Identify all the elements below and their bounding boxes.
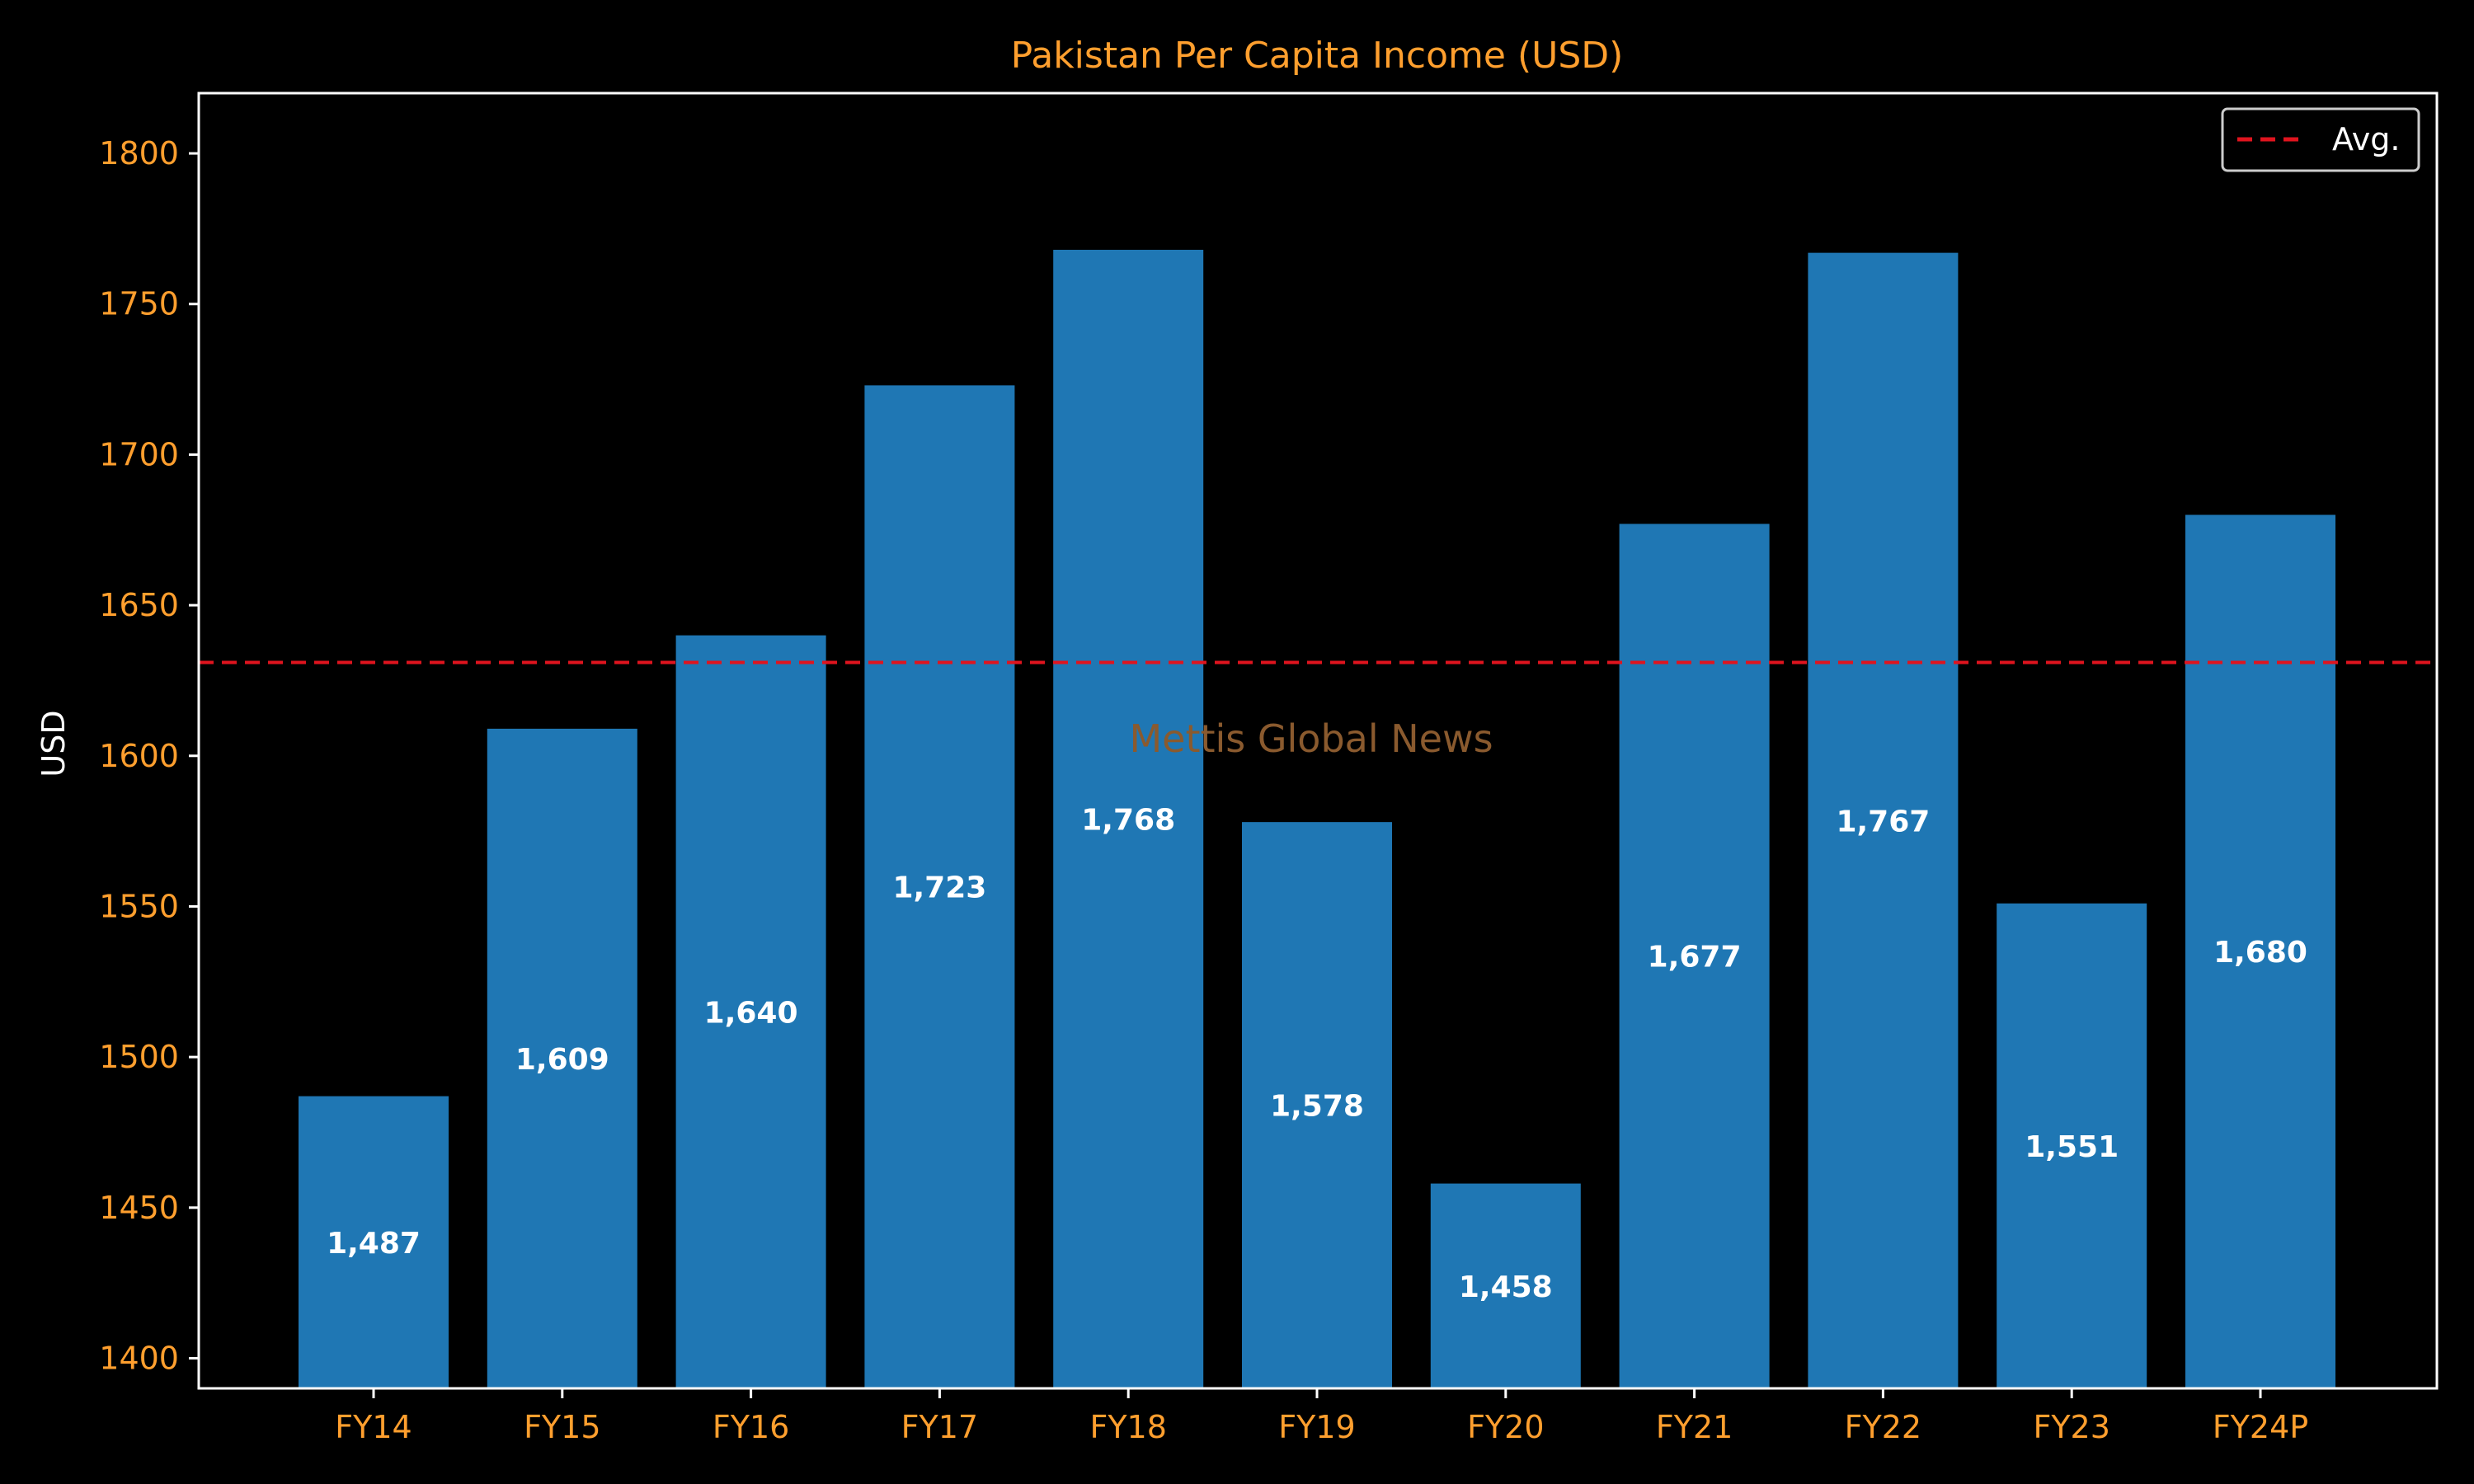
x-tick-label: FY23: [2033, 1409, 2109, 1445]
y-tick-label: 1550: [99, 888, 179, 924]
bars-layer: [299, 249, 2335, 1389]
bar-value-label: 1,458: [1459, 1270, 1553, 1304]
bar-fy15: [487, 728, 637, 1388]
bar-fy21: [1619, 524, 1770, 1388]
bar-fy20: [1430, 1183, 1581, 1388]
x-tick-label: FY17: [901, 1409, 978, 1445]
bar-value-label: 1,578: [1270, 1090, 1364, 1124]
x-tick-label: FY16: [713, 1409, 789, 1445]
x-axis-ticks: FY14 FY15 FY16 FY17 FY18 FY19 FY20 FY21 FY22 FY23…: [335, 1388, 2308, 1445]
x-tick-label: FY20: [1467, 1409, 1544, 1445]
bar-fy17: [864, 385, 1015, 1388]
bar-value-label: 1,767: [1836, 805, 1930, 838]
bar-value-label: 1,551: [2025, 1130, 2119, 1164]
y-tick-label: 1400: [99, 1340, 179, 1376]
y-tick-label: 1700: [99, 436, 179, 472]
y-tick-label: 1500: [99, 1039, 179, 1075]
y-tick-label: 1800: [99, 135, 179, 171]
bar-value-label: 1,768: [1081, 803, 1175, 837]
watermark-text: Mettis Global News: [1129, 716, 1493, 761]
bar-fy18: [1053, 249, 1204, 1388]
x-tick-label: FY21: [1656, 1409, 1733, 1445]
bar-value-label: 1,680: [2213, 936, 2307, 970]
bar-fy22: [1808, 252, 1959, 1388]
value-labels-layer: 1,487 1,609 1,640 1,723 1,768 1,578 1,458 1,677…: [327, 803, 2307, 1303]
x-tick-label: FY18: [1089, 1409, 1166, 1445]
x-tick-label: FY22: [1845, 1409, 1921, 1445]
bar-value-label: 1,677: [1648, 941, 1742, 974]
legend-avg-label: Avg.: [2332, 121, 2400, 157]
bar-value-label: 1,640: [704, 996, 798, 1030]
bar-fy14: [299, 1096, 449, 1388]
y-axis-label: USD: [35, 710, 72, 777]
bar-value-label: 1,609: [515, 1043, 609, 1077]
bar-value-label: 1,723: [892, 871, 986, 905]
bar-value-label: 1,487: [327, 1227, 421, 1261]
x-tick-label: FY19: [1278, 1409, 1355, 1445]
y-tick-label: 1650: [99, 587, 179, 623]
y-tick-label: 1750: [99, 286, 179, 322]
y-axis-ticks: 1400 1450 1500 1550 1600 1650 1700 1750 1800: [99, 135, 199, 1376]
x-tick-label: FY14: [335, 1409, 412, 1445]
legend-box: [2221, 107, 2420, 172]
bar-fy23: [1997, 903, 2147, 1388]
x-tick-label: FY24P: [2213, 1409, 2308, 1445]
chart-title: Pakistan Per Capita Income (USD): [1011, 35, 1624, 77]
y-tick-label: 1600: [99, 738, 179, 774]
bar-fy19: [1242, 822, 1392, 1388]
bar-fy24p: [2185, 514, 2335, 1389]
legend: Avg.: [2221, 107, 2420, 172]
y-tick-label: 1450: [99, 1190, 179, 1226]
x-tick-label: FY15: [524, 1409, 600, 1445]
bar-fy16: [675, 635, 826, 1388]
plot-frame: [197, 92, 2439, 1390]
